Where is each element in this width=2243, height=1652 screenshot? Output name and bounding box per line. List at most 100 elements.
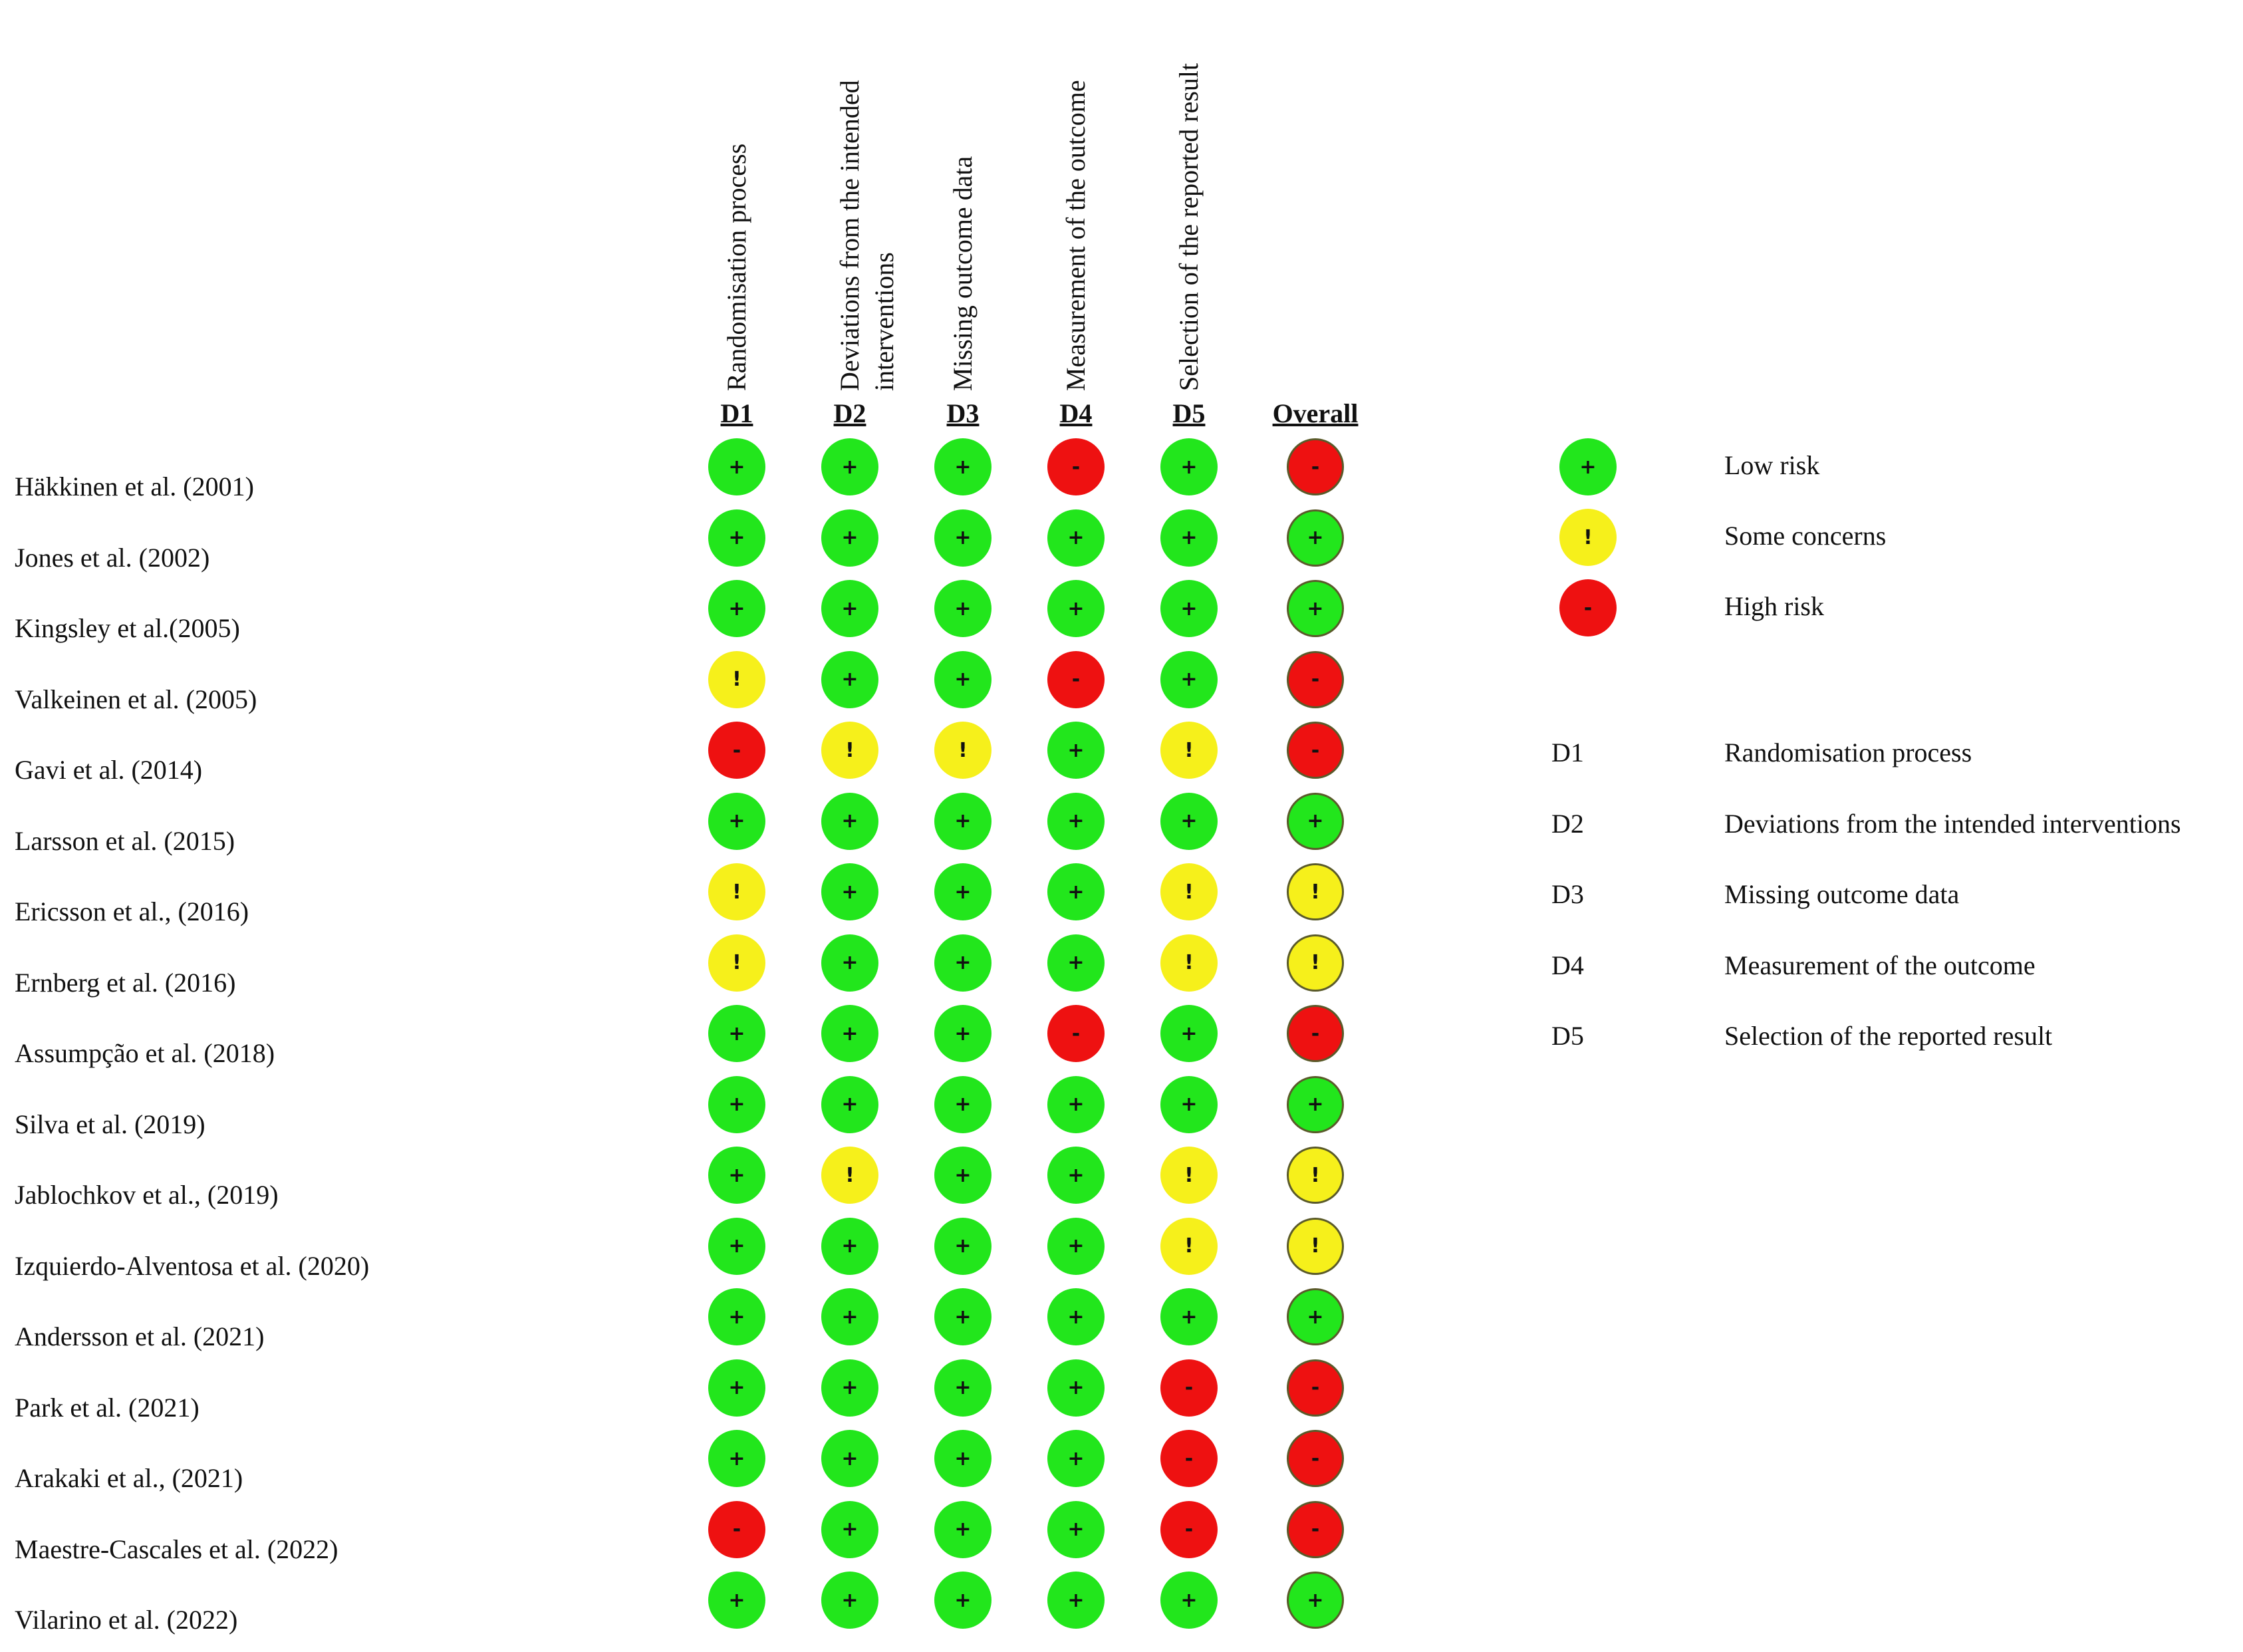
- study-name: Jablochkov et al., (2019): [15, 1180, 279, 1210]
- judgement-low-icon: +: [821, 1005, 878, 1062]
- judgement-some-icon: !: [1287, 934, 1344, 992]
- judgement-low-icon: +: [1047, 1572, 1105, 1629]
- study-name: Maestre-Cascales et al. (2022): [15, 1534, 338, 1564]
- judgement-low-icon: +: [821, 1217, 878, 1275]
- legend-domain-code: D1: [1551, 738, 1584, 767]
- judgement-low-icon: +: [1047, 863, 1105, 920]
- judgement-some-icon: !: [708, 934, 765, 992]
- judgement-some-icon: !: [1160, 934, 1218, 992]
- judgement-low-icon: +: [934, 792, 991, 850]
- judgement-some-icon: !: [934, 722, 991, 779]
- judgement-low-icon: +: [821, 792, 878, 850]
- judgement-high-icon: -: [1047, 438, 1105, 495]
- judgement-low-icon: +: [1047, 580, 1105, 637]
- judgement-low-icon: +: [934, 1430, 991, 1487]
- judgement-low-icon: +: [821, 650, 878, 708]
- legend-low-icon: +: [1559, 438, 1617, 495]
- judgement-some-icon: !: [821, 722, 878, 779]
- domain-code-d3: D3: [946, 398, 980, 428]
- legend-domain-label: Missing outcome data: [1724, 879, 1960, 909]
- legend-high-icon: -: [1559, 579, 1617, 636]
- judgement-some-icon: !: [1287, 1217, 1344, 1275]
- domain-header-4: Measurement of the outcome: [1061, 80, 1091, 391]
- judgement-low-icon: +: [1160, 792, 1218, 850]
- judgement-some-icon: !: [1160, 1217, 1218, 1275]
- judgement-low-icon: +: [934, 1572, 991, 1629]
- judgement-low-icon: +: [821, 509, 878, 567]
- judgement-high-icon: -: [1287, 722, 1344, 779]
- judgement-high-icon: -: [1160, 1430, 1218, 1487]
- judgement-low-icon: +: [1160, 580, 1218, 637]
- judgement-low-icon: +: [934, 580, 991, 637]
- judgement-high-icon: -: [1287, 1500, 1344, 1558]
- study-name: Park et al. (2021): [15, 1392, 199, 1423]
- judgement-low-icon: +: [1047, 1430, 1105, 1487]
- study-name: Assumpção et al. (2018): [15, 1038, 275, 1068]
- study-name: Ericsson et al., (2016): [15, 896, 249, 926]
- judgement-low-icon: +: [1287, 1572, 1344, 1629]
- study-name: Andersson et al. (2021): [15, 1321, 265, 1351]
- judgement-low-icon: +: [821, 1500, 878, 1558]
- domain-header-3: Missing outcome data: [948, 156, 978, 391]
- judgement-high-icon: -: [708, 1500, 765, 1558]
- judgement-low-icon: +: [708, 1288, 765, 1345]
- judgement-low-icon: +: [1160, 1572, 1218, 1629]
- judgement-low-icon: +: [934, 1075, 991, 1133]
- legend-domain-label: Selection of the reported result: [1724, 1021, 2053, 1051]
- judgement-some-icon: !: [821, 1147, 878, 1204]
- legend-domain-label: Measurement of the outcome: [1724, 950, 2036, 980]
- judgement-low-icon: +: [1287, 509, 1344, 567]
- judgement-low-icon: +: [1047, 1288, 1105, 1345]
- judgement-low-icon: +: [1047, 934, 1105, 992]
- judgement-low-icon: +: [1287, 1075, 1344, 1133]
- judgement-low-icon: +: [934, 1500, 991, 1558]
- judgement-high-icon: -: [1047, 650, 1105, 708]
- judgement-some-icon: !: [1160, 722, 1218, 779]
- judgement-low-icon: +: [708, 792, 765, 850]
- legend-label: Low risk: [1724, 450, 1820, 480]
- judgement-high-icon: -: [1047, 1005, 1105, 1062]
- judgement-low-icon: +: [1047, 1075, 1105, 1133]
- legend-label: High risk: [1724, 591, 1824, 621]
- judgement-high-icon: -: [1287, 1430, 1344, 1487]
- judgement-low-icon: +: [934, 1359, 991, 1417]
- judgement-high-icon: -: [1160, 1500, 1218, 1558]
- judgement-high-icon: -: [708, 722, 765, 779]
- judgement-some-icon: !: [1287, 863, 1344, 920]
- legend-domain-label: Randomisation process: [1724, 738, 1972, 767]
- study-name: Silva et al. (2019): [15, 1109, 205, 1139]
- judgement-low-icon: +: [1047, 1147, 1105, 1204]
- legend-domain-code: D3: [1551, 879, 1584, 909]
- judgement-low-icon: +: [1287, 580, 1344, 637]
- judgement-some-icon: !: [1160, 1147, 1218, 1204]
- legend-domain-code: D2: [1551, 808, 1584, 839]
- judgement-low-icon: +: [708, 1147, 765, 1204]
- study-name: Izquierdo-Alventosa et al. (2020): [15, 1250, 370, 1281]
- judgement-low-icon: +: [821, 934, 878, 992]
- study-name: Jones et al. (2002): [15, 542, 210, 573]
- legend-some-icon: !: [1559, 509, 1617, 566]
- study-name: Vilarino et al. (2022): [15, 1605, 238, 1635]
- judgement-some-icon: !: [708, 863, 765, 920]
- legend-label: Some concerns: [1724, 521, 1887, 551]
- domain-header-5: Selection of the reported result: [1174, 63, 1204, 391]
- judgement-low-icon: +: [934, 438, 991, 495]
- judgement-high-icon: -: [1287, 438, 1344, 495]
- study-name: Kingsley et al.(2005): [15, 613, 240, 643]
- judgement-low-icon: +: [1047, 1500, 1105, 1558]
- legend-domain-code: D5: [1551, 1021, 1584, 1051]
- judgement-low-icon: +: [708, 1075, 765, 1133]
- judgement-low-icon: +: [708, 1359, 765, 1417]
- study-name: Häkkinen et al. (2001): [15, 472, 254, 501]
- judgement-low-icon: +: [708, 1572, 765, 1629]
- judgement-low-icon: +: [1160, 1075, 1218, 1133]
- domain-code-overall: Overall: [1272, 398, 1359, 428]
- judgement-low-icon: +: [1160, 509, 1218, 567]
- judgement-low-icon: +: [1047, 509, 1105, 567]
- domain-code-d5: D5: [1172, 398, 1206, 428]
- judgement-low-icon: +: [1047, 1217, 1105, 1275]
- judgement-low-icon: +: [821, 1288, 878, 1345]
- judgement-some-icon: !: [1160, 863, 1218, 920]
- judgement-low-icon: +: [1160, 650, 1218, 708]
- judgement-low-icon: +: [708, 509, 765, 567]
